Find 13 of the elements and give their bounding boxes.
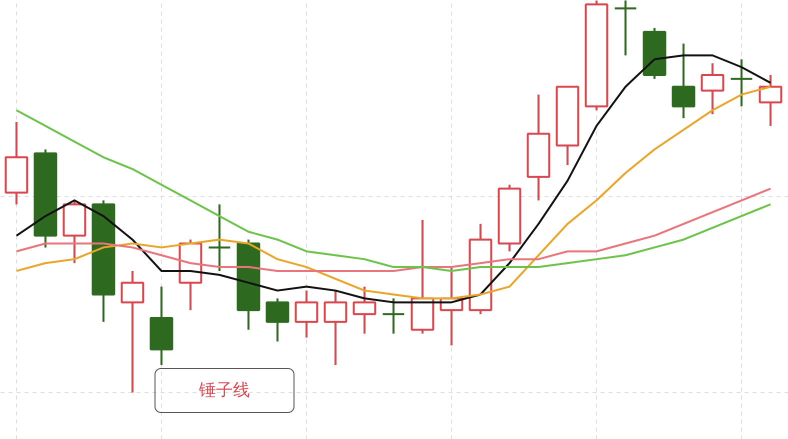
- candlestick: [294, 290, 318, 339]
- candlestick: [352, 286, 376, 335]
- candlestick: [208, 203, 232, 272]
- candlestick: [700, 62, 724, 116]
- annotation: 锤子线: [198, 380, 250, 400]
- candlestick: [324, 290, 348, 366]
- candlestick: [672, 42, 696, 120]
- candlestick: [382, 297, 406, 335]
- candlestick: [120, 270, 144, 394]
- candlestick: [266, 297, 290, 343]
- candlestick: [730, 58, 754, 108]
- candlestick: [758, 74, 782, 127]
- candlestick: [614, 0, 638, 56]
